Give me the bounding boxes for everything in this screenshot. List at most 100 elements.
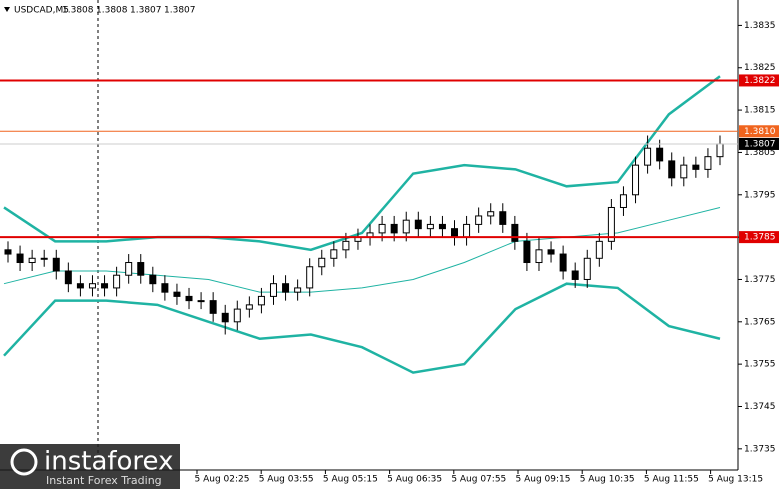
candle-body <box>607 206 615 242</box>
candle-body <box>28 257 36 264</box>
y-tick-label: 1.3805 <box>744 148 776 158</box>
x-tick-label: 5 Aug 03:55 <box>259 475 314 485</box>
indicator-line <box>3 75 721 252</box>
candle-body <box>426 223 434 230</box>
candle-body <box>463 223 471 238</box>
candle-body <box>245 304 253 310</box>
candle-body <box>378 223 386 234</box>
candle-body <box>402 219 410 234</box>
candle-body <box>40 257 48 260</box>
candle-body <box>414 219 422 230</box>
symbol-icon <box>4 7 10 12</box>
candle-body <box>499 211 507 225</box>
candle-body <box>632 164 640 196</box>
candle-body <box>692 164 700 170</box>
header-value: 1.3808 <box>96 6 128 16</box>
candle-body <box>185 295 193 302</box>
x-tick-label: 5 Aug 07:55 <box>451 475 506 485</box>
x-tick-label: 5 Aug 10:35 <box>580 475 635 485</box>
y-tick-label: 1.3755 <box>744 360 776 370</box>
watermark-sub: Instant Forex Trading <box>46 474 162 487</box>
header-value: 1.3807 <box>164 6 196 16</box>
level-label-bg <box>739 74 779 87</box>
level-label: 1.3822 <box>744 76 776 86</box>
candle-body <box>233 308 241 323</box>
candle-body <box>656 147 664 162</box>
y-tick-label: 1.3735 <box>744 444 776 454</box>
candle-body <box>535 249 543 264</box>
y-tick-label: 1.3765 <box>744 317 776 327</box>
y-tick-label: 1.3795 <box>744 190 776 200</box>
watermark: instaforex Instant Forex Trading <box>0 444 180 489</box>
candle-body <box>595 240 603 259</box>
candle-body <box>668 160 676 179</box>
candle-body <box>113 274 121 289</box>
candle-body <box>451 228 459 238</box>
candle-body <box>619 194 627 208</box>
candle-body <box>511 223 519 242</box>
candle-body <box>559 253 567 272</box>
candle-body <box>716 143 724 158</box>
candle-body <box>64 270 72 285</box>
y-tick-label: 1.3825 <box>744 63 776 73</box>
y-tick-label: 1.3775 <box>744 275 776 285</box>
candle-body <box>704 156 712 170</box>
candle-body <box>16 253 24 264</box>
candle-body <box>438 223 446 230</box>
candle-body <box>306 266 314 289</box>
candle-body <box>680 164 688 179</box>
symbol: USDCAD,M5 <box>14 6 69 16</box>
candle-body <box>282 283 290 293</box>
candle-body <box>4 249 12 255</box>
candle-body <box>571 270 579 280</box>
logo-icon <box>10 448 38 476</box>
candle-body <box>318 257 326 268</box>
candle-body <box>257 295 265 306</box>
candle-body <box>487 211 495 217</box>
level-label: 1.3810 <box>744 127 776 137</box>
x-tick-label: 5 Aug 06:35 <box>387 475 442 485</box>
candle-body <box>125 262 133 276</box>
candle-body <box>52 257 60 272</box>
header-value: 1.3807 <box>130 6 162 16</box>
candle-body <box>197 300 205 303</box>
candle-body <box>644 147 652 166</box>
level-label-bg <box>739 231 779 244</box>
x-tick-label: 5 Aug 05:15 <box>323 475 378 485</box>
candle-body <box>88 283 96 289</box>
candle-body <box>390 223 398 234</box>
candle-body <box>269 283 277 297</box>
candle-body <box>583 257 591 280</box>
candle-body <box>475 215 483 225</box>
candle-body <box>209 300 217 314</box>
last-price-bg <box>739 137 779 150</box>
candle-body <box>76 283 84 289</box>
x-tick-label: 5 Aug 11:55 <box>644 475 699 485</box>
level-label: 1.3785 <box>744 233 776 243</box>
y-tick-label: 1.3815 <box>744 106 776 116</box>
candle-body <box>523 240 531 264</box>
candle-body <box>330 249 338 259</box>
candle-body <box>149 274 157 285</box>
candle-body <box>547 249 555 255</box>
watermark-text: instaforex <box>44 447 173 477</box>
indicator-line <box>3 206 721 293</box>
candle-body <box>294 287 302 293</box>
indicator-line <box>3 282 721 374</box>
last-price-label: 1.3807 <box>744 139 776 149</box>
candle-body <box>137 262 145 276</box>
candle-body <box>173 291 181 297</box>
y-tick-label: 1.3745 <box>744 402 776 412</box>
header-value: 1.3808 <box>62 6 94 16</box>
x-tick-label: 5 Aug 09:15 <box>516 475 571 485</box>
level-label-bg <box>739 125 779 138</box>
plot <box>3 75 724 374</box>
candle-body <box>342 240 350 251</box>
x-tick-label: 5 Aug 13:15 <box>708 475 763 485</box>
x-tick-label: 5 Aug 02:25 <box>195 475 250 485</box>
candle-body <box>161 283 169 293</box>
y-tick-label: 1.3835 <box>744 21 776 31</box>
candle-body <box>221 312 229 323</box>
